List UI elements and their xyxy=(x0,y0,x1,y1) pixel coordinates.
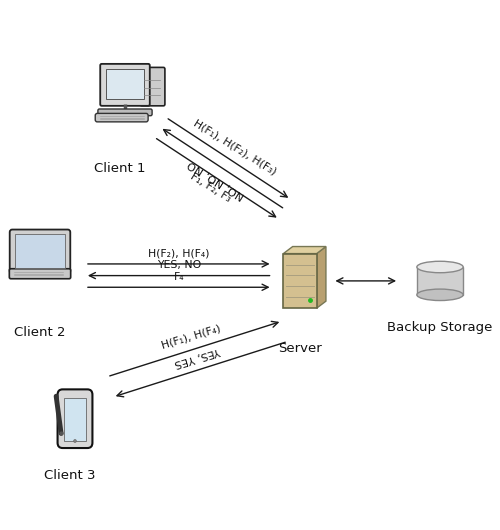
Text: YES, YES: YES, YES xyxy=(172,346,221,369)
FancyBboxPatch shape xyxy=(100,64,150,106)
FancyBboxPatch shape xyxy=(10,229,70,273)
Text: Client 1: Client 1 xyxy=(94,162,146,175)
Text: Backup Storage: Backup Storage xyxy=(388,321,492,334)
Polygon shape xyxy=(284,253,316,308)
Text: Server: Server xyxy=(278,342,322,355)
Text: H(F₁), H(F₂), H(F₃): H(F₁), H(F₂), H(F₃) xyxy=(192,118,278,176)
Polygon shape xyxy=(417,267,463,295)
FancyBboxPatch shape xyxy=(140,67,165,106)
Text: Client 3: Client 3 xyxy=(44,469,96,482)
Text: Client 2: Client 2 xyxy=(14,326,66,339)
FancyBboxPatch shape xyxy=(64,398,86,441)
Text: H(F₂), H(F₄): H(F₂), H(F₄) xyxy=(148,249,210,259)
Text: YES, NO: YES, NO xyxy=(156,260,201,270)
Polygon shape xyxy=(316,246,326,308)
FancyBboxPatch shape xyxy=(10,269,70,279)
Text: NO, NO, NO: NO, NO, NO xyxy=(186,158,246,200)
Ellipse shape xyxy=(417,289,463,301)
Circle shape xyxy=(74,440,76,442)
FancyBboxPatch shape xyxy=(95,113,148,122)
FancyBboxPatch shape xyxy=(106,69,144,100)
FancyBboxPatch shape xyxy=(98,109,152,116)
Text: F₁, F₂, F₃: F₁, F₂, F₃ xyxy=(189,172,233,205)
FancyBboxPatch shape xyxy=(58,390,92,448)
FancyBboxPatch shape xyxy=(14,234,66,268)
Text: H(F₁), H(F₄): H(F₁), H(F₄) xyxy=(160,323,222,350)
Polygon shape xyxy=(284,246,326,253)
Ellipse shape xyxy=(417,261,463,273)
Text: F₄: F₄ xyxy=(174,272,184,282)
